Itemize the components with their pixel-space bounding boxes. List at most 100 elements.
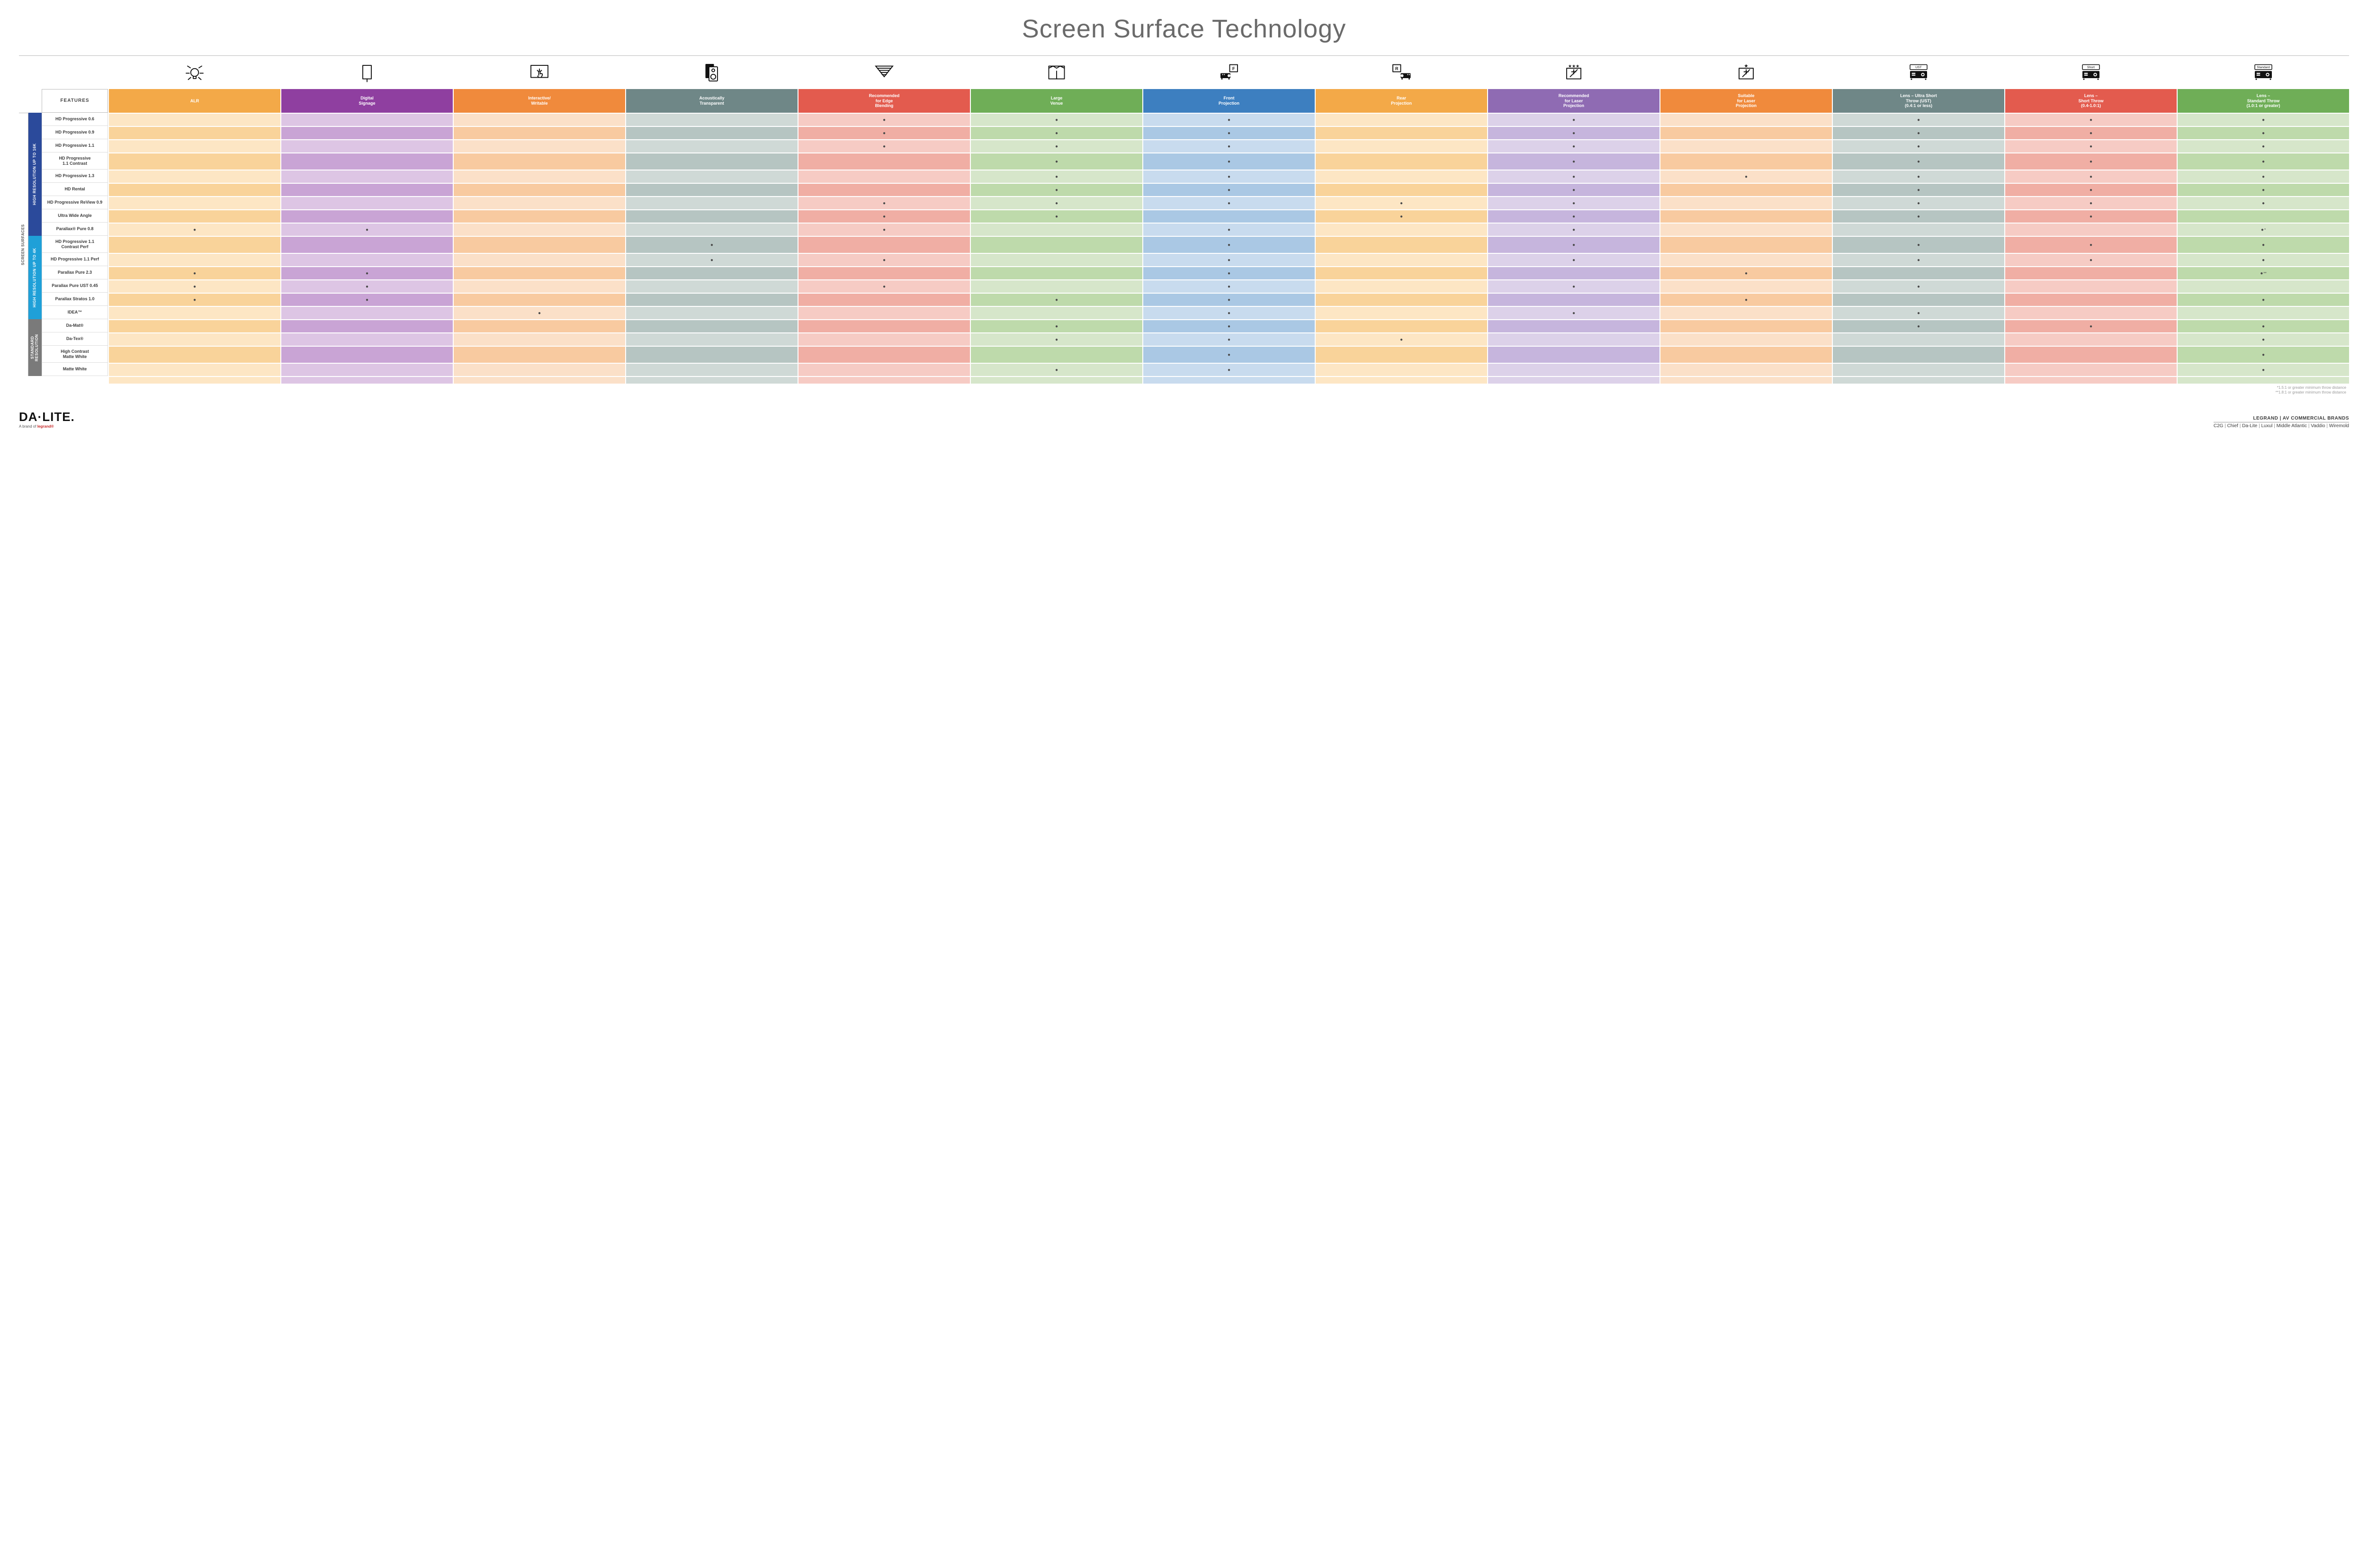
cell-large: [970, 363, 1142, 376]
cell-alr: [108, 152, 280, 170]
cell-front: [1142, 266, 1315, 279]
group-label-gstd: STANDARDRESOLUTION: [28, 319, 42, 376]
cell-edge: [798, 183, 970, 196]
cell-alr: [108, 113, 280, 126]
row-label: HD Progressive ReView 0.9: [42, 196, 108, 209]
cell-rear: [1315, 170, 1487, 183]
cell-rear: [1315, 152, 1487, 170]
cell-standard: [2177, 126, 2349, 139]
cell-large: [970, 170, 1142, 183]
col-header-acoustic: AcousticallyTransparent: [625, 89, 798, 113]
cell-suitlaser: [1659, 253, 1832, 266]
rear-icon: R: [1315, 56, 1487, 89]
cell-standard: [2177, 152, 2349, 170]
cell-digital: [280, 363, 453, 376]
cell-front: [1142, 139, 1315, 152]
row-label: HD Rental: [42, 183, 108, 196]
cell-rear: [1315, 183, 1487, 196]
cell-reclaser: [1487, 170, 1659, 183]
cell-ust: [1832, 126, 2004, 139]
cell-alr: [108, 306, 280, 319]
cell-edge: [798, 113, 970, 126]
cell-reclaser: [1487, 266, 1659, 279]
cell-rear: [1315, 196, 1487, 209]
cell-suitlaser: [1659, 363, 1832, 376]
cell-rear: [1315, 113, 1487, 126]
svg-text:F: F: [1232, 66, 1235, 71]
logo-sub: A brand of legrand®: [19, 424, 75, 429]
cell-acoustic: [625, 293, 798, 306]
cell-interactive: [453, 126, 625, 139]
cell-edge: [798, 126, 970, 139]
cell-edge: [798, 266, 970, 279]
cell-standard: [2177, 183, 2349, 196]
ust-icon: UST: [1832, 56, 2004, 89]
cell-digital: [280, 279, 453, 293]
cell-alr: [108, 319, 280, 332]
logo-sub-brand: legrand®: [37, 424, 54, 429]
cell-ust: [1832, 236, 2004, 253]
cell-short: [2004, 306, 2177, 319]
col-header-ust: Lens – Ultra ShortThrow (UST)(0.4:1 or l…: [1832, 89, 2004, 113]
cell-front: [1142, 346, 1315, 363]
cell-reclaser: [1487, 139, 1659, 152]
cell-front: [1142, 183, 1315, 196]
cell-large: [970, 253, 1142, 266]
cell-standard: [2177, 319, 2349, 332]
cell-suitlaser: [1659, 279, 1832, 293]
cell-rear: [1315, 346, 1487, 363]
cell-edge: [798, 363, 970, 376]
col-header-interactive: Interactive/Writable: [453, 89, 625, 113]
cell-large: [970, 113, 1142, 126]
cell-standard: [2177, 236, 2349, 253]
cell-front: [1142, 196, 1315, 209]
cell-digital: [280, 209, 453, 223]
row-label: Da-Mat®: [42, 319, 108, 332]
cell-edge: [798, 209, 970, 223]
brands-header: LEGRAND | AV COMMERCIAL BRANDS: [2214, 416, 2349, 422]
cell-edge: [798, 346, 970, 363]
logo-main: DA·LITE.: [19, 410, 75, 424]
cell-alr: [108, 253, 280, 266]
cell-alr: [108, 332, 280, 346]
cell-digital: [280, 306, 453, 319]
short-icon: Short: [2004, 56, 2177, 89]
cell-acoustic: [625, 319, 798, 332]
cell-large: [970, 196, 1142, 209]
svg-text:Standard: Standard: [2257, 66, 2270, 69]
svg-text:★: ★: [1744, 63, 1749, 69]
cell-alr: [108, 126, 280, 139]
cell-standard: [2177, 363, 2349, 376]
cell-acoustic: [625, 266, 798, 279]
cell-edge: [798, 279, 970, 293]
cell-standard: ●*: [2177, 223, 2349, 236]
cell-ust: [1832, 113, 2004, 126]
cell-ust: [1832, 279, 2004, 293]
cell-reclaser: [1487, 223, 1659, 236]
cell-suitlaser: [1659, 152, 1832, 170]
group-label-g16k: HIGH RESOLUTION UP TO 16K: [28, 113, 42, 236]
cell-suitlaser: [1659, 293, 1832, 306]
cell-interactive: [453, 170, 625, 183]
cell-alr: [108, 363, 280, 376]
cell-interactive: [453, 266, 625, 279]
cell-short: [2004, 293, 2177, 306]
cell-interactive: [453, 196, 625, 209]
cell-front: [1142, 152, 1315, 170]
svg-text:★★★: ★★★: [1568, 64, 1579, 69]
brand-item: Wiremold: [2325, 423, 2349, 429]
cell-short: [2004, 139, 2177, 152]
cell-acoustic: [625, 113, 798, 126]
cell-short: [2004, 170, 2177, 183]
cell-ust: [1832, 223, 2004, 236]
brands-block: LEGRAND | AV COMMERCIAL BRANDS C2GChiefD…: [2214, 416, 2349, 429]
cell-short: [2004, 223, 2177, 236]
cell-rear: [1315, 293, 1487, 306]
cell-standard: [2177, 170, 2349, 183]
cell-ust: [1832, 253, 2004, 266]
cell-standard: [2177, 279, 2349, 293]
cell-standard: [2177, 346, 2349, 363]
cell-front: [1142, 126, 1315, 139]
cell-suitlaser: [1659, 196, 1832, 209]
cell-short: [2004, 319, 2177, 332]
